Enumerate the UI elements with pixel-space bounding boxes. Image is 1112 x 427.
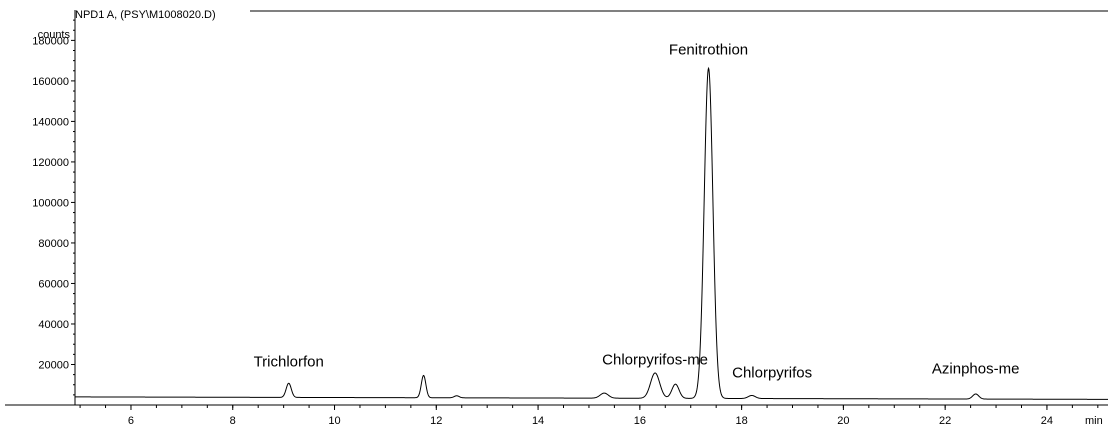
x-tick-label: 10: [328, 415, 340, 427]
x-axis-label: min: [1085, 415, 1103, 427]
y-tick-label: 40000: [38, 319, 69, 331]
peak-label: Trichlorfon: [254, 354, 324, 371]
y-tick-label: 100000: [32, 197, 69, 209]
x-tick-label: 20: [837, 415, 849, 427]
chromatogram-trace: [75, 66, 1108, 400]
y-tick-label: 60000: [38, 278, 69, 290]
x-tick-label: 8: [230, 415, 236, 427]
x-tick-label: 12: [430, 415, 442, 427]
peak-label: Fenitrothion: [669, 42, 748, 59]
x-tick-label: 16: [634, 415, 646, 427]
x-tick-label: 22: [939, 415, 951, 427]
y-tick-label: 20000: [38, 359, 69, 371]
x-axis: 6 8 10 12 14 16 18 20 22 24: [79, 405, 1099, 427]
peak-label: Chlorpyrifos: [732, 365, 812, 382]
plot-frame: [5, 10, 1108, 406]
x-tick-label: 24: [1041, 415, 1053, 427]
x-tick-label: 6: [128, 415, 134, 427]
peak-label: Azinphos-me: [932, 361, 1020, 378]
y-tick-label: 140000: [32, 116, 69, 128]
y-tick-label: 120000: [32, 157, 69, 169]
x-tick-label: 18: [735, 415, 747, 427]
peak-label: Chlorpyrifos-me: [602, 351, 708, 368]
y-axis: 20000 40000 60000 80000 100000 120000 140000 16…: [32, 19, 75, 396]
y-tick-label: 80000: [38, 238, 69, 250]
y-tick-label: 160000: [32, 76, 69, 88]
chart-title: NPD1 A, (PSY\M1008020.D): [75, 9, 216, 21]
x-tick-label: 14: [532, 415, 544, 427]
peak-labels: Trichlorfon Chlorpyrifos-me Fenitrothion Ch…: [254, 42, 1020, 382]
y-tick-label: 180000: [32, 35, 69, 47]
y-axis-label: counts: [38, 29, 71, 41]
